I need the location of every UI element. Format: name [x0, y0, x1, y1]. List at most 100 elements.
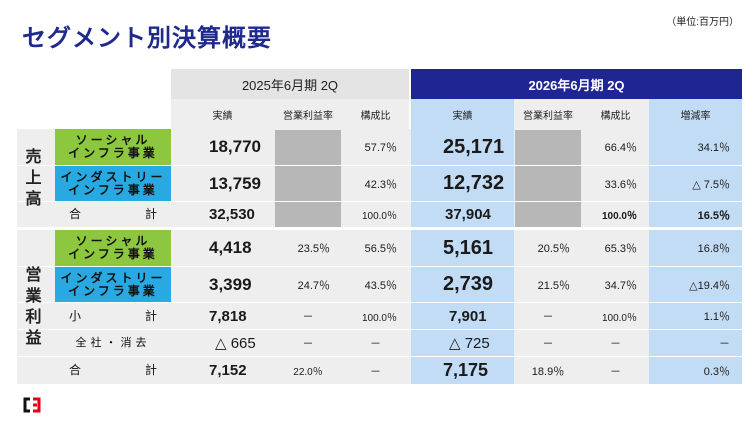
col-cur-actual: 実績 [452, 110, 473, 122]
group-op-char: 利 [25, 309, 42, 326]
change: △ 7.5％ [692, 178, 730, 191]
row-divider [17, 266, 742, 267]
row-label-line2: インフラ事業 [68, 146, 158, 160]
cur-actual: △ 725 [449, 335, 490, 352]
change: △19.4％ [689, 279, 730, 292]
prev-margin: － [302, 338, 314, 350]
row-label-line2: 計 [144, 207, 157, 221]
prev-margin-na-block [275, 130, 341, 227]
row-label-line2: インフラ事業 [68, 247, 158, 261]
cur-margin: － [542, 311, 554, 323]
prev-ratio: 43.5％ [364, 279, 397, 292]
cur-ratio: 65.3％ [604, 243, 637, 255]
row-label-social-op: ソーシャル インフラ事業 [55, 230, 171, 266]
col-prev-margin: 営業利益率 [283, 110, 333, 122]
row-label-line2: インフラ事業 [68, 182, 158, 197]
row-label-line2: 計 [144, 363, 157, 377]
unit-note: （単位:百万円） [666, 17, 739, 28]
group-op-char: 業 [25, 288, 42, 305]
group-sales-char: 売 [25, 148, 42, 166]
cur-ratio: 66.4％ [604, 142, 637, 154]
prev-ratio: 57.7％ [364, 142, 397, 154]
prev-margin: 22.0％ [293, 367, 323, 378]
cur-period-header: 2026年6月期 2Q [411, 69, 742, 99]
cur-ratio: － [610, 338, 621, 350]
row-divider [17, 329, 742, 330]
cur-margin-na-block [515, 130, 581, 227]
cur-margin: 20.5％ [537, 243, 570, 255]
row-label-elimination: 全社・消去 [55, 330, 171, 356]
row-label-line2: インフラ事業 [68, 283, 158, 298]
prev-actual: 4,418 [209, 238, 252, 257]
cur-subheader-bg [514, 99, 649, 129]
row-label-industry-sales: インダストリー インフラ事業 [55, 166, 171, 201]
change-subheader-bg [649, 99, 742, 129]
cur-actual-subheader-bg [411, 99, 514, 129]
row-label-social-sales: ソーシャル インフラ事業 [55, 129, 171, 165]
prev-ratio: － [370, 365, 381, 378]
row-divider [17, 165, 742, 166]
prev-ratio: 100.0％ [361, 211, 397, 222]
cur-ratio: 34.7％ [604, 279, 637, 292]
cur-actual: 2,739 [443, 273, 494, 295]
prev-actual: 7,152 [209, 362, 247, 379]
row-label-line1: 小 [69, 308, 82, 323]
group-op-char: 営 [25, 267, 42, 284]
cur-actual: 25,171 [443, 135, 505, 158]
change: 1.1％ [703, 311, 730, 323]
cur-margin: 18.9％ [531, 365, 565, 378]
change: 16.8％ [697, 243, 730, 255]
cur-margin: 21.5％ [537, 279, 570, 292]
cur-margin: － [542, 338, 554, 350]
col-prev-ratio: 構成比 [360, 110, 391, 122]
row-label-line1: 合 [69, 363, 82, 377]
row-label-subtotal: 小 計 [55, 303, 171, 329]
prev-actual: 7,818 [209, 307, 247, 325]
prev-margin: 24.7％ [297, 279, 330, 292]
change: 0.3％ [703, 365, 730, 378]
group-divider [17, 227, 742, 230]
cur-ratio: 100.0％ [601, 312, 637, 324]
cur-actual: 5,161 [443, 236, 494, 259]
group-op-char: 益 [25, 330, 42, 347]
change: － [719, 338, 730, 350]
group-sales-char: 高 [25, 190, 42, 208]
change: 34.1％ [697, 142, 730, 154]
prev-subheader-bg [171, 99, 409, 129]
row-label-op-total: 合 計 [55, 357, 171, 384]
col-cur-margin: 営業利益率 [523, 110, 573, 122]
cur-actual: 7,901 [449, 307, 487, 325]
prev-actual: 32,530 [209, 206, 255, 223]
prev-period-header: 2025年6月期 2Q [171, 69, 409, 99]
cur-actual-highlight [411, 129, 514, 384]
row-label-line1: 合 [69, 207, 82, 221]
prev-actual: 3,399 [209, 274, 252, 294]
col-prev-actual: 実績 [212, 110, 233, 122]
row-divider [17, 302, 742, 303]
cur-actual: 37,904 [445, 206, 491, 223]
change-highlight [649, 129, 742, 384]
prev-margin: 23.5％ [297, 243, 330, 255]
prev-ratio: 100.0％ [361, 312, 397, 324]
prev-ratio: － [370, 338, 381, 350]
row-label-line2: 計 [144, 308, 157, 323]
row-label-line1: インダストリー [60, 270, 166, 285]
row-divider [17, 201, 742, 202]
page-title: セグメント別決算概要 [22, 25, 272, 52]
row-label-line1: ソーシャル [75, 133, 151, 147]
cur-ratio: 100.0％ [601, 211, 637, 222]
col-cur-ratio: 構成比 [600, 110, 631, 122]
prev-margin: － [302, 311, 314, 323]
group-sales: 売 上 高 [17, 129, 50, 227]
row-label-sales-total: 合 計 [55, 202, 171, 227]
prev-ratio: 56.5％ [364, 243, 397, 255]
group-operating-profit: 営 業 利 益 [17, 230, 50, 384]
row-label-line1: ソーシャル [75, 234, 151, 248]
cur-actual: 12,732 [443, 172, 505, 194]
cur-ratio: 33.6％ [604, 178, 637, 191]
prev-actual: 13,759 [209, 173, 261, 193]
col-change: 増減率 [680, 110, 711, 122]
change: 16.5％ [697, 209, 730, 222]
row-label-line1: インダストリー [60, 169, 166, 184]
group-sales-char: 上 [25, 169, 42, 187]
